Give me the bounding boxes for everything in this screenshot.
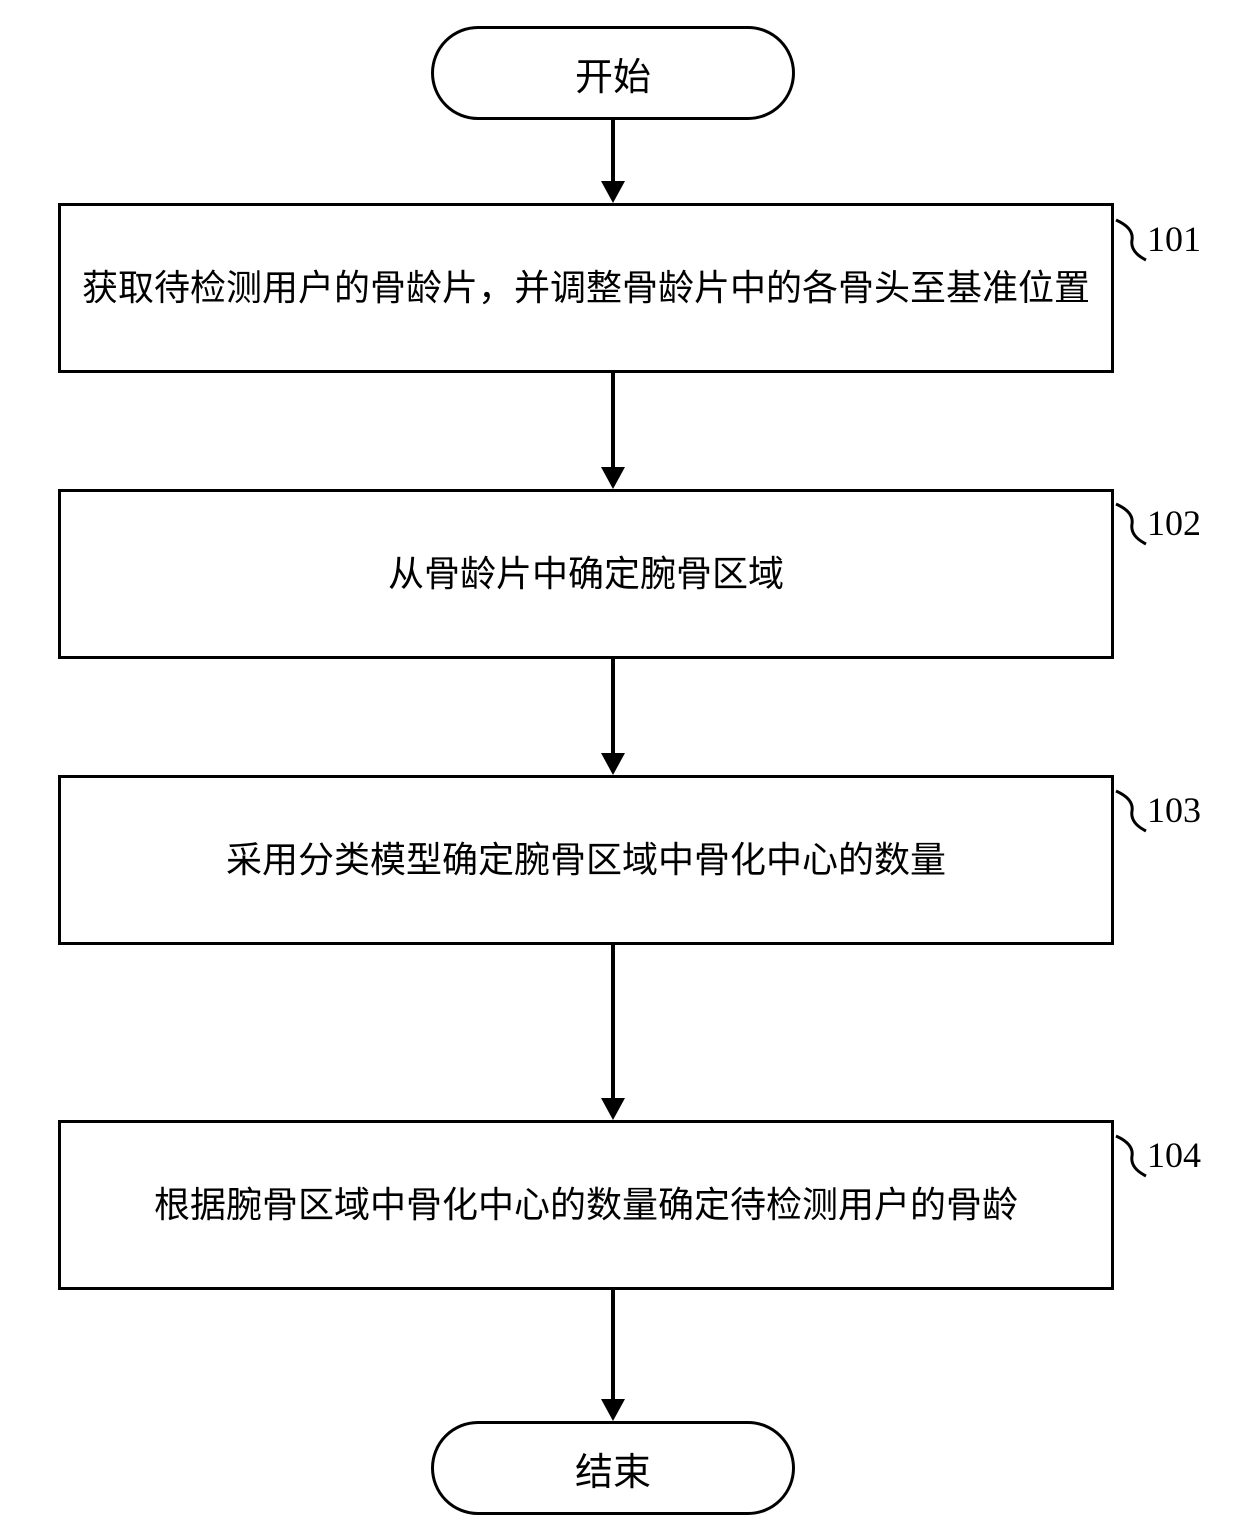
step-number-label: 104 — [1147, 1134, 1201, 1176]
label-curve-icon — [1112, 787, 1152, 835]
arrow-head-icon — [601, 1098, 625, 1120]
label-curve-icon — [1112, 1132, 1152, 1180]
end-label: 结束 — [575, 1441, 651, 1496]
arrow-head-icon — [601, 467, 625, 489]
process-step-103: 采用分类模型确定腕骨区域中骨化中心的数量 — [58, 775, 1114, 945]
end-terminal: 结束 — [431, 1421, 795, 1515]
start-label: 开始 — [575, 46, 651, 101]
arrow-head-icon — [601, 181, 625, 203]
process-step-101: 获取待检测用户的骨龄片，并调整骨龄片中的各骨头至基准位置 — [58, 203, 1114, 373]
label-curve-icon — [1112, 500, 1152, 548]
arrow-line — [611, 945, 615, 1098]
start-terminal: 开始 — [431, 26, 795, 120]
process-text: 从骨龄片中确定腕骨区域 — [388, 547, 784, 601]
process-step-104: 根据腕骨区域中骨化中心的数量确定待检测用户的骨龄 — [58, 1120, 1114, 1290]
step-number-label: 101 — [1147, 218, 1201, 260]
process-text: 采用分类模型确定腕骨区域中骨化中心的数量 — [226, 833, 946, 887]
flowchart-canvas: 开始结束 获取待检测用户的骨龄片，并调整骨龄片中的各骨头至基准位置 101 从骨龄片中… — [0, 0, 1240, 1539]
step-number-label: 103 — [1147, 789, 1201, 831]
arrow-head-icon — [601, 753, 625, 775]
arrow-line — [611, 373, 615, 467]
arrow-line — [611, 1290, 615, 1399]
step-number-label: 102 — [1147, 502, 1201, 544]
arrow-line — [611, 120, 615, 181]
arrow-head-icon — [601, 1399, 625, 1421]
process-step-102: 从骨龄片中确定腕骨区域 — [58, 489, 1114, 659]
label-curve-icon — [1112, 216, 1152, 264]
process-text: 获取待检测用户的骨龄片，并调整骨龄片中的各骨头至基准位置 — [82, 261, 1090, 315]
process-text: 根据腕骨区域中骨化中心的数量确定待检测用户的骨龄 — [154, 1178, 1018, 1232]
arrow-line — [611, 659, 615, 753]
